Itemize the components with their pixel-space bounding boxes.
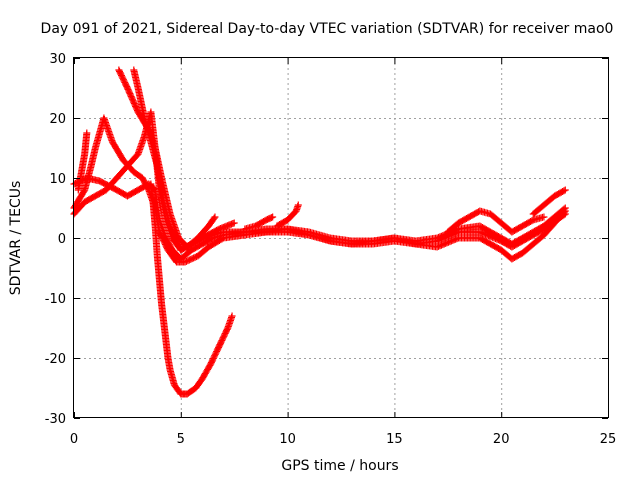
series-arc-3 <box>70 114 569 266</box>
series-arc-7 <box>147 180 236 398</box>
x-tick-label: 15 <box>386 432 403 447</box>
y-axis-label: SDTVAR / TECUs <box>8 181 24 296</box>
y-tick-label: 0 <box>58 232 66 247</box>
y-tick-label: -10 <box>45 292 66 307</box>
x-tick-labels: 0 5 10 15 20 25 <box>70 432 616 447</box>
data-point <box>560 208 568 216</box>
y-tick-label: 20 <box>49 112 66 127</box>
series-arc-11 <box>529 186 569 218</box>
x-tick-label: 0 <box>70 432 78 447</box>
chart-title: Day 091 of 2021, Sidereal Day-to-day VTE… <box>41 21 614 37</box>
data-point <box>83 129 91 137</box>
series-arc-8 <box>241 213 277 233</box>
data-point <box>230 219 238 227</box>
x-tick-label: 5 <box>177 432 185 447</box>
y-tick-label: -30 <box>45 412 66 427</box>
data-point <box>294 201 302 209</box>
data-point <box>210 214 218 222</box>
data-point <box>540 213 548 221</box>
data-point <box>228 312 236 320</box>
y-tick-label: 10 <box>49 172 66 187</box>
data-point <box>561 207 569 215</box>
x-tick-label: 20 <box>493 432 510 447</box>
series-arc-6 <box>130 66 238 254</box>
y-tick-labels: -30 -20 -10 0 10 20 30 <box>45 52 66 427</box>
data-point <box>560 187 568 195</box>
y-tick-label: 30 <box>49 52 66 67</box>
plot-frame <box>73 57 609 418</box>
x-axis-label: GPS time / hours <box>281 458 398 474</box>
series-arc-10 <box>444 207 548 236</box>
x-tick-label: 25 <box>600 432 617 447</box>
data-point <box>269 213 277 221</box>
series-layer <box>70 66 569 398</box>
y-tick-label: -20 <box>45 352 66 367</box>
data-point <box>211 213 219 221</box>
ticks <box>74 58 609 419</box>
x-tick-label: 10 <box>279 432 296 447</box>
series-arc-9 <box>273 201 302 230</box>
series-arc-4 <box>74 129 91 194</box>
data-point <box>561 186 569 194</box>
